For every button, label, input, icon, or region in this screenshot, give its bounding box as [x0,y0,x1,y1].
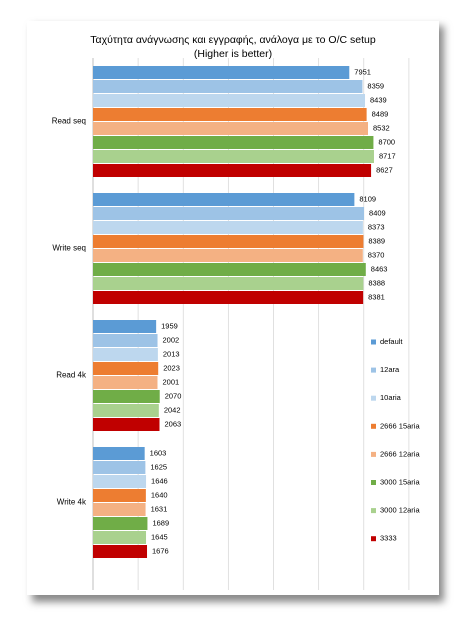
bar [93,291,364,304]
frame [27,21,439,595]
legend-swatch [371,536,376,542]
bar [93,320,157,333]
legend-label: 12ara [380,365,400,374]
data-label: 8389 [368,236,385,245]
bar [93,263,366,276]
bar [93,362,159,375]
bar [93,249,363,262]
data-label: 8109 [359,194,376,203]
bar [93,517,148,530]
bar [93,531,147,544]
data-label: 8370 [368,250,385,259]
bar [93,277,364,290]
chart-title: Ταχύτητα ανάγνωσης και εγγραφής, ανάλογα… [90,34,376,46]
chart-subtitle: (Higher is better) [194,48,272,60]
y-tick-label: Read 4k [56,371,87,380]
bar [93,150,374,163]
bar [93,503,146,516]
legend-label: 10aria [380,393,402,402]
data-label: 2023 [163,363,180,372]
bar [93,390,160,403]
data-label: 1640 [151,490,168,499]
y-tick-label: Read seq [52,117,86,126]
data-label: 8381 [368,292,385,301]
legend-swatch [371,423,376,429]
bar [93,136,374,149]
data-label: 8388 [368,278,385,287]
data-label: 8627 [376,165,393,174]
y-tick-label: Write seq [52,244,86,253]
bar [93,80,363,93]
bar [93,164,372,177]
data-label: 8439 [370,95,387,104]
data-label: 8359 [367,81,384,90]
data-label: 2013 [163,349,180,358]
bars: Read seq 7951 8359 8439 8489 8532 8700 8717 8627… [52,66,396,558]
data-label: 1959 [161,321,178,330]
data-label: 8717 [379,151,396,160]
y-tick-label: Write 4k [57,498,87,507]
bar [93,94,366,107]
legend-swatch [371,367,376,373]
legend: default 12ara 10aria 2666 15aria 2666 12aria… [371,337,420,543]
legend-label: 3333 [380,534,397,543]
legend-swatch [371,339,376,345]
data-label: 2042 [164,405,181,414]
bar [93,447,145,460]
bar [93,489,146,502]
bar [93,404,159,417]
bar [93,108,367,121]
bar [93,235,364,248]
bar [93,221,363,234]
data-label: 8489 [372,109,389,118]
bar [93,348,158,361]
data-label: 8700 [378,137,395,146]
bar [93,193,355,206]
legend-swatch [371,451,376,457]
data-label: 1631 [151,504,168,513]
data-label: 2001 [162,377,179,386]
legend-label: 3000 15aria [380,477,420,486]
legend-label: 2666 12aria [380,449,420,458]
legend-swatch [371,508,376,514]
bar [93,207,365,220]
data-label: 1676 [152,546,169,555]
data-label: 7951 [354,67,371,76]
data-label: 8532 [373,123,390,132]
data-label: 8463 [371,264,388,273]
data-label: 2070 [165,391,182,400]
data-label: 1646 [151,476,168,485]
bar [93,122,369,135]
bar [93,461,146,474]
data-label: 2063 [164,419,181,428]
data-label: 1625 [150,462,167,471]
bar [93,545,148,558]
legend-label: default [380,337,403,346]
data-label: 1645 [151,532,168,541]
legend-label: 3000 12aria [380,506,420,515]
legend-swatch [371,395,376,401]
data-label: 8409 [369,208,386,217]
legend-label: 2666 15aria [380,421,420,430]
bar [93,376,158,389]
data-label: 1603 [150,448,167,457]
data-label: 8373 [368,222,385,231]
legend-swatch [371,480,376,485]
bar [93,66,350,79]
bar [93,475,147,488]
bar [93,334,158,347]
data-label: 2002 [163,335,180,344]
data-label: 1689 [152,518,169,527]
bar [93,418,160,431]
